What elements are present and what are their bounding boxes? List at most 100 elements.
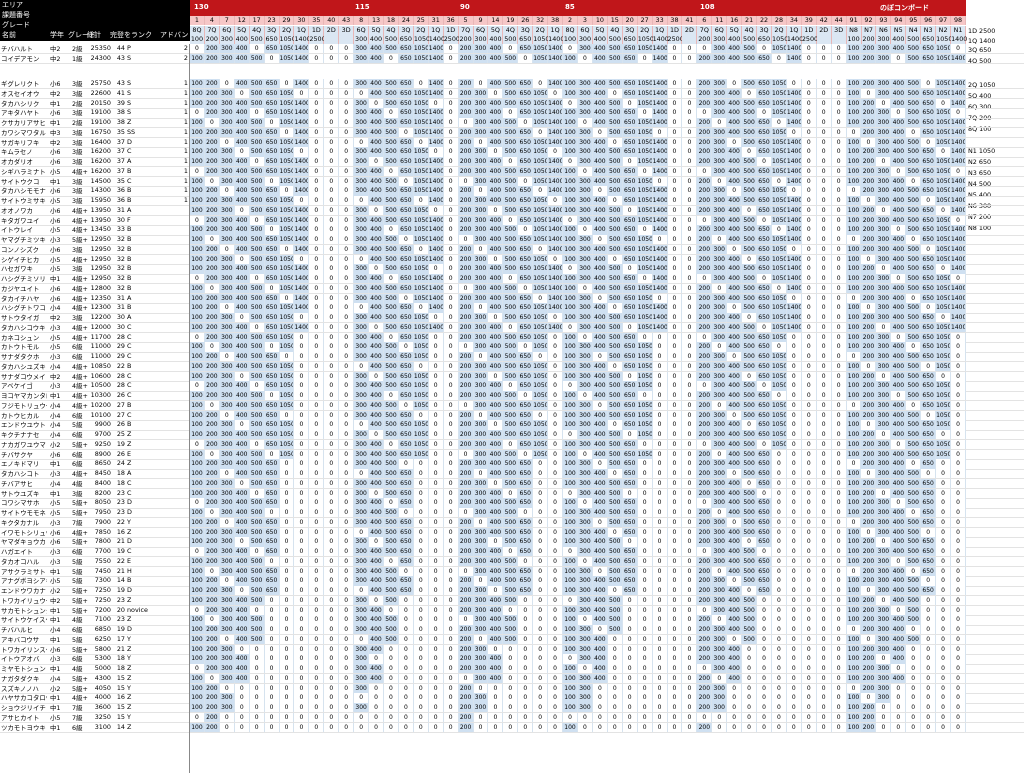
- result-cell[interactable]: 0: [548, 527, 564, 538]
- result-cell[interactable]: 0: [801, 108, 817, 119]
- member-climb-grade[interactable]: 3級: [72, 177, 83, 186]
- problem-number-cell[interactable]: 3: [578, 16, 593, 25]
- result-cell[interactable]: 200: [204, 88, 220, 99]
- result-cell[interactable]: 400: [488, 108, 504, 119]
- result-cell[interactable]: 400: [488, 118, 504, 128]
- result-cell[interactable]: 0: [667, 469, 683, 479]
- result-cell[interactable]: 300: [577, 186, 593, 197]
- result-cell[interactable]: 300: [219, 586, 235, 596]
- member-school-grade[interactable]: 小4: [50, 421, 61, 430]
- result-cell[interactable]: 500: [383, 176, 399, 187]
- result-cell[interactable]: 0: [339, 381, 355, 392]
- result-cell[interactable]: 650: [518, 293, 534, 304]
- member-total-score[interactable]: 16200: [90, 147, 111, 156]
- result-cell[interactable]: 0: [279, 517, 295, 528]
- table-row[interactable]: サナダタクホ 小3 6級 11000 29 C 100 200 0 400 500 650 0 0 0 0 0 3…: [0, 352, 966, 362]
- result-cell[interactable]: 200: [861, 615, 877, 626]
- result-cell[interactable]: 0: [801, 205, 817, 216]
- result-cell[interactable]: 400: [488, 127, 504, 138]
- result-cell[interactable]: 0: [249, 322, 265, 333]
- result-cell[interactable]: 300: [219, 196, 235, 206]
- result-cell[interactable]: 0: [339, 478, 355, 489]
- result-cell[interactable]: 500: [742, 157, 758, 167]
- result-cell[interactable]: 650: [518, 410, 534, 421]
- result-cell[interactable]: 400: [592, 157, 608, 167]
- result-cell[interactable]: 100: [190, 244, 205, 255]
- result-cell[interactable]: 100: [846, 615, 862, 626]
- result-cell[interactable]: 650: [264, 88, 280, 99]
- result-cell[interactable]: 1050: [279, 430, 295, 440]
- result-cell[interactable]: 100: [846, 556, 862, 567]
- result-cell[interactable]: 0: [682, 478, 698, 489]
- result-cell[interactable]: 400: [488, 400, 504, 411]
- result-cell[interactable]: 0: [697, 664, 713, 674]
- result-cell[interactable]: 0: [757, 215, 772, 226]
- result-cell[interactable]: 650: [518, 332, 534, 343]
- result-cell[interactable]: 0: [816, 186, 832, 197]
- result-cell[interactable]: 300: [577, 537, 593, 548]
- result-cell[interactable]: 200: [458, 137, 474, 148]
- result-cell[interactable]: 400: [727, 459, 743, 470]
- result-cell[interactable]: 400: [727, 400, 743, 411]
- result-cell[interactable]: 0: [831, 508, 847, 518]
- result-cell[interactable]: 0: [831, 108, 847, 119]
- result-cell[interactable]: 1400: [548, 322, 564, 333]
- result-cell[interactable]: 300: [712, 137, 728, 148]
- result-cell[interactable]: 0: [443, 430, 459, 440]
- member-total-score[interactable]: 7250: [94, 586, 111, 595]
- result-cell[interactable]: 200: [204, 634, 220, 645]
- result-cell[interactable]: 500: [607, 225, 623, 236]
- result-cell[interactable]: 500: [383, 244, 399, 255]
- result-cell[interactable]: 650: [921, 118, 937, 128]
- result-cell[interactable]: 0: [951, 215, 966, 226]
- legend-entry[interactable]: 3Q 650: [968, 46, 992, 54]
- result-cell[interactable]: 300: [354, 244, 370, 255]
- result-cell[interactable]: 650: [622, 586, 638, 596]
- result-cell[interactable]: 400: [891, 293, 907, 304]
- result-cell[interactable]: 300: [876, 293, 892, 304]
- result-cell[interactable]: 0: [727, 410, 743, 421]
- result-cell[interactable]: 400: [592, 205, 608, 216]
- result-cell[interactable]: 300: [577, 44, 593, 54]
- result-cell[interactable]: 0: [279, 693, 295, 704]
- result-cell[interactable]: 650: [398, 205, 414, 216]
- result-cell[interactable]: 0: [413, 547, 429, 557]
- result-cell[interactable]: 0: [682, 118, 698, 128]
- member-total-score[interactable]: 14300: [90, 186, 111, 195]
- result-cell[interactable]: 0: [712, 283, 728, 294]
- result-cell[interactable]: 400: [234, 322, 250, 333]
- result-cell[interactable]: 300: [473, 196, 489, 206]
- result-cell[interactable]: 0: [831, 430, 847, 440]
- result-cell[interactable]: 0: [309, 166, 325, 177]
- result-cell[interactable]: 0: [488, 254, 504, 265]
- result-cell[interactable]: 0: [637, 478, 653, 489]
- result-cell[interactable]: 1050: [637, 254, 653, 265]
- member-rank-letter[interactable]: P: [127, 44, 131, 52]
- legend-entry[interactable]: 2Q 1050: [968, 81, 996, 89]
- result-cell[interactable]: 1050: [771, 157, 787, 167]
- result-cell[interactable]: 400: [592, 556, 608, 567]
- result-cell[interactable]: 0: [801, 235, 817, 245]
- result-cell[interactable]: 0: [652, 517, 668, 528]
- result-cell[interactable]: 0: [801, 322, 817, 333]
- result-cell[interactable]: 0: [682, 361, 698, 372]
- result-cell[interactable]: 650: [518, 235, 534, 245]
- result-cell[interactable]: 300: [876, 137, 892, 148]
- result-cell[interactable]: 200: [697, 683, 713, 694]
- result-cell[interactable]: 0: [951, 498, 966, 509]
- result-cell[interactable]: 0: [383, 703, 399, 713]
- result-cell[interactable]: 1400: [951, 98, 966, 109]
- result-cell[interactable]: 400: [891, 644, 907, 655]
- result-cell[interactable]: 400: [727, 527, 743, 538]
- result-cell[interactable]: 500: [383, 478, 399, 489]
- member-climb-grade[interactable]: 1級: [72, 54, 83, 63]
- result-cell[interactable]: 650: [921, 508, 937, 518]
- result-cell[interactable]: 0: [757, 381, 772, 392]
- result-cell[interactable]: 100: [563, 420, 578, 431]
- result-cell[interactable]: 400: [727, 205, 743, 216]
- result-cell[interactable]: 400: [234, 303, 250, 314]
- result-cell[interactable]: 400: [234, 547, 250, 557]
- result-cell[interactable]: 1050: [279, 176, 295, 187]
- table-row[interactable]: サイトウケイスケ 中1 4級 7100 23 Z 100 0 300 400 500 0 0 0 0 0 0 30…: [0, 615, 966, 626]
- result-cell[interactable]: 300: [577, 625, 593, 635]
